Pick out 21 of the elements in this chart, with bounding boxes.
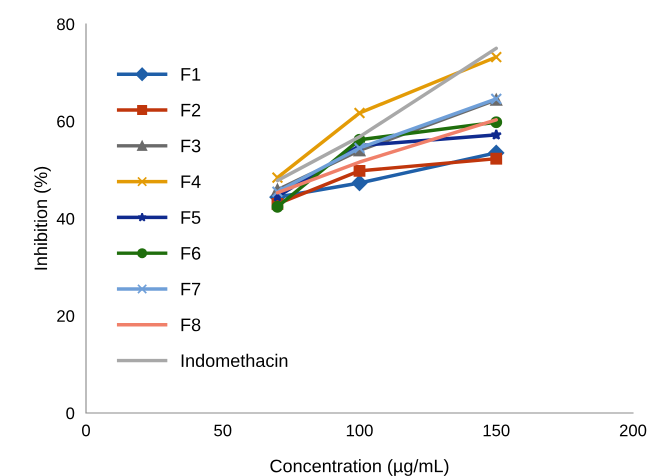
x-tick-label: 200 bbox=[620, 424, 646, 436]
legend-label: F7 bbox=[182, 282, 200, 296]
y-tick-label: 80 bbox=[57, 18, 74, 30]
legend-label: F2 bbox=[182, 104, 200, 116]
y-tick-label: 0 bbox=[66, 407, 74, 420]
y-tick-label: 60 bbox=[57, 116, 74, 128]
legend-label: F1 bbox=[182, 68, 200, 81]
legend-label: F8 bbox=[182, 318, 200, 332]
legend-label: F5 bbox=[182, 211, 200, 224]
y-tick-label: 20 bbox=[57, 310, 74, 322]
legend-label: F6 bbox=[182, 246, 200, 260]
x-tick-label: 150 bbox=[484, 424, 510, 436]
legend-label: F3 bbox=[182, 140, 200, 152]
x-axis-title: Concentration (µg/mL) bbox=[270, 459, 448, 476]
legend-label: Indomethacin bbox=[182, 354, 288, 368]
y-tick-label: 40 bbox=[56, 212, 74, 225]
legend-label: F4 bbox=[182, 176, 201, 188]
x-tick-label: 0 bbox=[82, 424, 90, 436]
y-axis-title: Inhibition (%) bbox=[34, 166, 51, 270]
x-tick-label: 50 bbox=[214, 424, 232, 436]
x-tick-label: 100 bbox=[346, 424, 373, 436]
